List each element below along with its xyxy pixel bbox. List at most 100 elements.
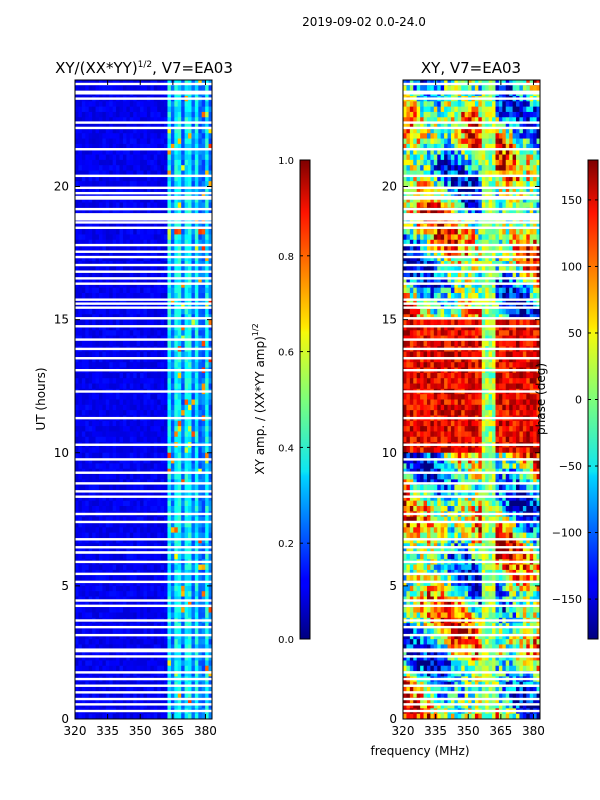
heatmap-cell — [109, 410, 114, 417]
heatmap-cell — [191, 671, 196, 677]
heatmap-cell — [174, 170, 179, 177]
heatmap-cell — [201, 591, 206, 598]
flagged-row — [75, 443, 212, 446]
heatmap-cell — [102, 143, 107, 150]
heatmap-cell — [98, 490, 103, 496]
heatmap-cell — [126, 383, 131, 390]
heatmap-cell — [201, 122, 206, 129]
heatmap-cell — [88, 383, 93, 390]
heatmap-cell — [157, 692, 162, 699]
heatmap-cell — [140, 580, 145, 587]
heatmap-cell — [150, 229, 155, 236]
heatmap-cell — [102, 287, 107, 294]
heatmap-cell — [81, 671, 86, 677]
heatmap-cell — [98, 458, 103, 464]
heatmap-cell — [201, 458, 206, 464]
heatmap-cell — [198, 490, 203, 496]
heatmap-cell — [174, 639, 179, 646]
heatmap-cell — [102, 319, 107, 326]
heatmap-cell — [116, 665, 121, 672]
heatmap-cell — [116, 319, 121, 326]
heatmap-cell — [201, 372, 206, 379]
heatmap-cell — [92, 463, 97, 470]
heatmap-cell — [164, 186, 169, 193]
heatmap-cell — [129, 687, 134, 693]
heatmap-cell — [98, 426, 103, 433]
heatmap-cell — [109, 447, 114, 454]
heatmap-cell — [88, 277, 93, 283]
heatmap-cell — [136, 431, 141, 438]
heatmap-cell — [126, 655, 131, 662]
heatmap-cell — [198, 170, 203, 177]
heatmap-cell — [81, 687, 86, 693]
heatmap-cell — [78, 383, 83, 390]
heatmap-cell — [109, 580, 114, 587]
heatmap-cell — [81, 378, 86, 385]
heatmap-cell — [98, 143, 103, 150]
heatmap-cell — [188, 474, 193, 480]
heatmap-cell — [95, 319, 100, 326]
heatmap-cell — [170, 553, 175, 560]
heatmap-cell — [105, 362, 110, 369]
heatmap-cell — [126, 170, 131, 177]
heatmap-cell — [146, 298, 151, 305]
heatmap-cell — [191, 655, 196, 662]
flagged-row — [75, 126, 212, 130]
heatmap-cell — [164, 521, 169, 528]
heatmap-cell — [92, 665, 97, 672]
heatmap-cell — [116, 420, 121, 427]
heatmap-cell — [181, 181, 186, 188]
heatmap-cell — [191, 245, 196, 251]
heatmap-cell — [194, 117, 199, 124]
heatmap-cell — [112, 490, 117, 496]
heatmap-cell — [140, 143, 145, 150]
heatmap-cell — [146, 564, 151, 571]
heatmap-cell — [146, 490, 151, 496]
heatmap-cell — [164, 495, 169, 502]
heatmap-cell — [109, 665, 114, 672]
heatmap-cell — [92, 197, 97, 204]
heatmap-cell — [85, 564, 90, 571]
heatmap-cell — [105, 245, 110, 251]
heatmap-cell — [208, 186, 212, 193]
heatmap-cell — [198, 607, 203, 614]
heatmap-cell — [112, 154, 117, 161]
heatmap-cell — [136, 436, 141, 443]
heatmap-cell — [75, 612, 80, 619]
heatmap-cell — [143, 687, 148, 693]
heatmap-cell — [177, 527, 182, 534]
heatmap-cell — [136, 149, 141, 156]
heatmap-cell — [126, 516, 131, 523]
heatmap-cell — [177, 633, 182, 640]
heatmap-cell — [188, 633, 193, 640]
heatmap-cell — [167, 106, 172, 113]
heatmap-cell — [133, 271, 138, 278]
heatmap-cell — [98, 585, 103, 592]
heatmap-cell — [201, 628, 206, 635]
heatmap-cell — [205, 122, 210, 129]
heatmap-cell — [170, 111, 175, 118]
heatmap-cell — [184, 181, 189, 188]
heatmap-cell — [98, 154, 103, 161]
heatmap-cell — [157, 474, 162, 480]
heatmap-cell — [143, 197, 148, 204]
heatmap-cell — [164, 255, 169, 262]
heatmap-cell — [129, 250, 134, 257]
heatmap-cell — [102, 330, 107, 337]
heatmap-cell — [81, 495, 86, 502]
heatmap-cell — [119, 165, 124, 172]
heatmap-cell — [78, 250, 83, 257]
heatmap-cell — [78, 127, 83, 134]
heatmap-cell — [126, 671, 131, 677]
heatmap-cell — [208, 271, 212, 278]
heatmap-cell — [98, 372, 103, 379]
heatmap-cell — [129, 133, 134, 140]
heatmap-cell — [181, 111, 186, 118]
heatmap-cell — [133, 633, 138, 640]
heatmap-cell — [208, 655, 212, 662]
heatmap-cell — [143, 356, 148, 363]
heatmap-cell — [174, 356, 179, 363]
heatmap-cell — [140, 591, 145, 598]
heatmap-cell — [153, 692, 158, 699]
heatmap-cell — [126, 154, 131, 161]
